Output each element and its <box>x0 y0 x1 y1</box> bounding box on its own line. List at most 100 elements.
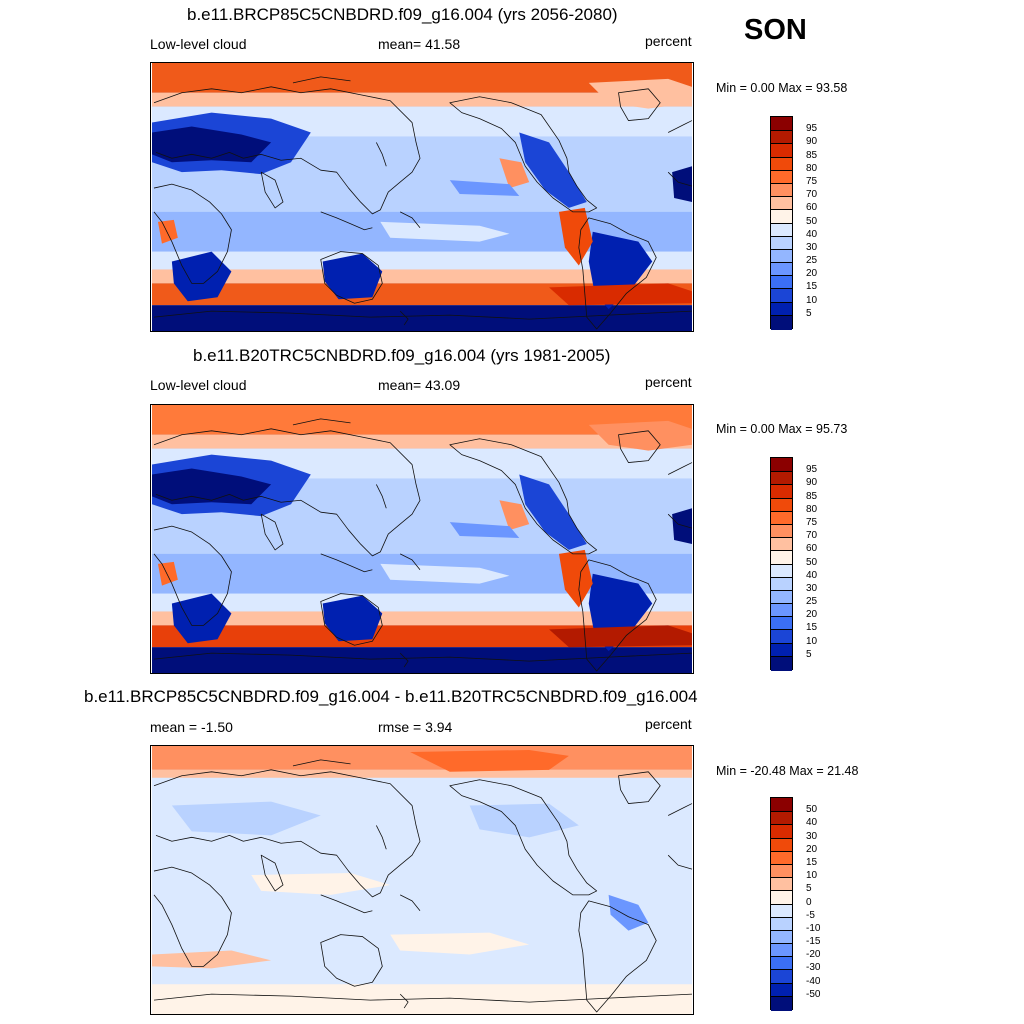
colorbar-tick-label: 30 <box>806 830 818 842</box>
colorbar-tick-label: 30 <box>806 582 818 594</box>
field-band <box>152 593 692 612</box>
california-stratocumulus <box>499 158 530 189</box>
panel-1-minmax: Min = 0.00 Max = 93.58 <box>716 81 848 95</box>
field-band <box>152 611 692 626</box>
colorbar-tick-label: 60 <box>806 543 818 555</box>
colorbar-tick-label: 40 <box>806 817 818 829</box>
field-band <box>152 251 692 270</box>
colorbar-tick-label: 10 <box>806 870 818 882</box>
colorbar-tick-label: 40 <box>806 569 818 581</box>
coastline <box>320 251 383 304</box>
colorbar-box <box>771 603 792 618</box>
panel-2-map <box>150 404 694 674</box>
australia-low-cloud <box>322 595 383 642</box>
coastline <box>260 513 284 551</box>
coastline <box>320 894 373 914</box>
south-pacific-increase <box>390 932 530 955</box>
colorbar-box <box>771 209 792 224</box>
colorbar-tick-label: -30 <box>806 962 821 974</box>
colorbar-box <box>771 117 792 131</box>
colorbar-tick-label: 40 <box>806 228 818 240</box>
panel-1-variable-label: Low-level cloud <box>150 36 247 52</box>
coastline <box>153 183 232 284</box>
panel-2-colorbar: 95 90 85 80 75 70 60 50 40 30 25 20 15 10 5 <box>770 457 817 671</box>
colorbar-box <box>771 130 792 145</box>
colorbar-tick-label: 90 <box>806 477 818 489</box>
panel-3-title: b.e11.BRCP85C5CNBDRD.f09_g16.004 - b.e11… <box>84 687 698 706</box>
colorbar-box <box>771 943 792 958</box>
colorbar-tick-label: -10 <box>806 922 821 934</box>
colorbar-box <box>771 929 792 945</box>
colorbar-tick-label: 70 <box>806 189 818 201</box>
colorbar-box <box>771 563 792 579</box>
colorbar-box <box>771 523 792 539</box>
north-america-low-cloud <box>519 132 587 208</box>
colorbar-box <box>771 537 792 552</box>
colorbar-box <box>771 471 792 486</box>
coastline <box>578 559 657 672</box>
colorbar-tick-label: 50 <box>806 556 818 568</box>
colorbar-tick-label: 85 <box>806 490 818 502</box>
colorbar-tick-label: 90 <box>806 136 818 148</box>
africa-low-cloud <box>171 593 232 644</box>
eurasia-decrease <box>171 801 321 836</box>
colorbar-tick-label: 5 <box>806 307 812 319</box>
colorbar-tick-label: 95 <box>806 464 818 476</box>
southern-ocean-max <box>549 283 692 306</box>
pacific-band <box>380 563 510 584</box>
colorbar-tick-label: 80 <box>806 162 818 174</box>
colorbar-tick-label: 20 <box>806 268 818 280</box>
colorbar-tick-label: -40 <box>806 975 821 987</box>
coastline <box>320 934 383 987</box>
colorbar-box <box>771 196 792 211</box>
coastline <box>667 171 693 187</box>
colorbar-tick-label: -50 <box>806 988 821 1000</box>
colorbar-box <box>771 301 792 317</box>
colorbar-tick-label: 75 <box>806 175 818 187</box>
panel-2-minmax: Min = 0.00 Max = 95.73 <box>716 422 848 436</box>
colorbar-box <box>771 288 792 304</box>
colorbar-box <box>771 182 792 198</box>
colorbar-tick-label: 85 <box>806 149 818 161</box>
coastline <box>618 430 661 463</box>
colorbar-box <box>771 629 792 645</box>
field-band <box>152 92 692 107</box>
colorbar-box <box>771 890 792 905</box>
antarctic-band <box>152 647 692 673</box>
coastline <box>618 88 661 121</box>
pacific-low <box>449 180 520 197</box>
colorbar-box <box>771 143 792 159</box>
pacific-low <box>449 522 520 539</box>
colorbar-box <box>771 314 792 330</box>
colorbar-box <box>771 484 792 500</box>
colorbar-tick-label: -20 <box>806 949 821 961</box>
colorbar-box <box>771 262 792 277</box>
panel-3-units-label: percent <box>645 716 692 732</box>
colorbar-box <box>771 655 792 671</box>
coastline <box>667 513 693 529</box>
coastline <box>153 428 421 557</box>
peru-stratocumulus <box>558 207 593 266</box>
colorbar-box <box>771 589 792 605</box>
panel-3-map <box>150 745 694 1015</box>
coastline <box>292 418 351 426</box>
colorbar-tick-label: 95 <box>806 123 818 135</box>
coastline <box>449 438 598 555</box>
colorbar-box <box>771 956 792 971</box>
coastline <box>375 825 387 850</box>
coastline <box>153 652 693 662</box>
coastline <box>399 211 421 229</box>
colorbar-box <box>771 642 792 658</box>
field-band <box>152 769 692 778</box>
colorbar-tick-label: 10 <box>806 635 818 647</box>
field-band <box>152 269 692 284</box>
colorbar-box <box>771 916 792 932</box>
africa-low-cloud <box>171 251 232 302</box>
colorbar-box <box>771 616 792 631</box>
panel-2-map-svg <box>152 405 693 673</box>
field-band <box>152 434 692 449</box>
coastline <box>578 900 657 1013</box>
colorbar-box <box>771 877 792 892</box>
colorbar-box <box>771 863 792 879</box>
colorbar-box <box>771 903 792 919</box>
